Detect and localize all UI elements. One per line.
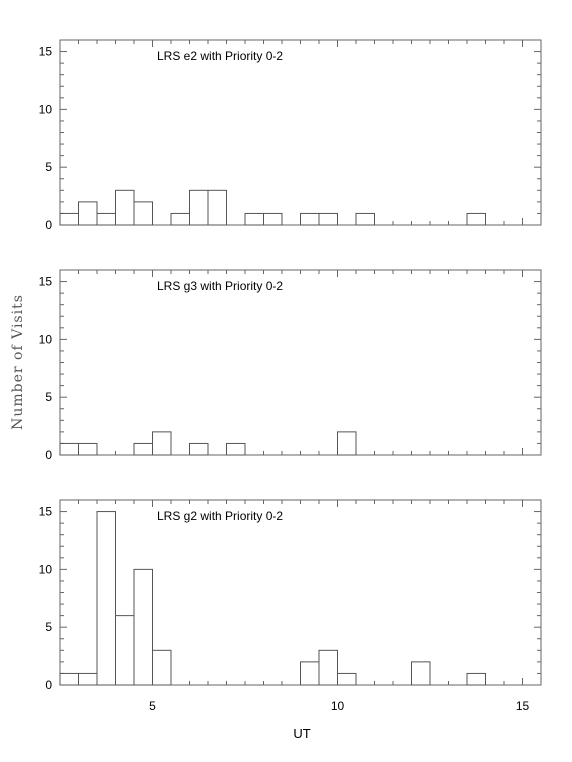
histogram-bar bbox=[466, 212, 486, 226]
plot-frame bbox=[59, 269, 542, 456]
histogram-bar bbox=[152, 649, 172, 686]
histogram-bar bbox=[115, 189, 135, 226]
histogram-bar bbox=[78, 672, 98, 686]
panel-1: 0 5 10 15 LRS e2 with Priority 0-2 bbox=[39, 39, 542, 232]
histogram-bar bbox=[263, 212, 283, 226]
y-tick-label: 10 bbox=[39, 562, 53, 576]
panel-2: 0 5 10 15 LRS g3 with Priority 0-2 bbox=[39, 269, 542, 462]
histogram-bar bbox=[207, 189, 227, 226]
histogram-bar bbox=[59, 672, 79, 686]
histogram-bar bbox=[244, 212, 264, 226]
histogram-bar bbox=[411, 661, 431, 686]
histogram-bar bbox=[96, 511, 116, 686]
y-tick-label: 15 bbox=[39, 275, 53, 289]
histogram-bar bbox=[189, 442, 209, 456]
histogram-bar bbox=[300, 212, 320, 226]
y-tick-label: 5 bbox=[45, 160, 52, 174]
histogram-bar bbox=[96, 212, 116, 226]
y-axis-title: Number of Visits bbox=[10, 294, 26, 430]
histogram-bar bbox=[78, 201, 98, 226]
histogram-bar bbox=[133, 442, 153, 456]
y-tick-label: 15 bbox=[39, 45, 53, 59]
histogram-bar bbox=[189, 189, 209, 226]
x-tick-label: 10 bbox=[331, 699, 345, 713]
histogram-bar bbox=[59, 212, 79, 226]
panel-3: 0 5 10 15 LRS g2 with Priority 0-2 bbox=[39, 499, 542, 692]
histogram-bar bbox=[59, 442, 79, 456]
panel-title: LRS g2 with Priority 0-2 bbox=[157, 509, 283, 523]
plot-frame bbox=[59, 499, 542, 686]
histogram-bar bbox=[300, 661, 320, 686]
histogram-bar bbox=[226, 442, 246, 456]
histogram-bar bbox=[318, 649, 338, 686]
histogram-bar bbox=[337, 672, 357, 686]
histogram-bar bbox=[133, 568, 153, 686]
x-tick-label: 15 bbox=[516, 699, 530, 713]
y-tick-label: 5 bbox=[45, 620, 52, 634]
x-tick-label: 5 bbox=[149, 699, 156, 713]
histogram-bar bbox=[318, 212, 338, 226]
y-tick-label: 15 bbox=[39, 505, 53, 519]
panel-title: LRS g3 with Priority 0-2 bbox=[157, 279, 283, 293]
x-axis-title: UT bbox=[293, 726, 310, 741]
y-tick-label: 10 bbox=[39, 332, 53, 346]
histogram-bar bbox=[170, 212, 190, 226]
y-tick-label: 5 bbox=[45, 390, 52, 404]
plot-frame bbox=[59, 39, 542, 226]
y-tick-label: 0 bbox=[45, 678, 52, 692]
histogram-bar bbox=[152, 431, 172, 456]
histogram-bar bbox=[115, 615, 135, 686]
y-tick-label: 0 bbox=[45, 448, 52, 462]
y-tick-label: 10 bbox=[39, 102, 53, 116]
panels-group: 0 5 10 15 LRS e2 with Priority 0-2 0 5 10 15 LRS … bbox=[39, 39, 542, 713]
histogram-bar bbox=[133, 201, 153, 226]
histogram-bar bbox=[466, 672, 486, 686]
histogram-bar bbox=[337, 431, 357, 456]
histogram-bar bbox=[78, 442, 98, 456]
y-tick-label: 0 bbox=[45, 218, 52, 232]
panel-title: LRS e2 with Priority 0-2 bbox=[157, 49, 283, 63]
histogram-bar bbox=[355, 212, 375, 226]
